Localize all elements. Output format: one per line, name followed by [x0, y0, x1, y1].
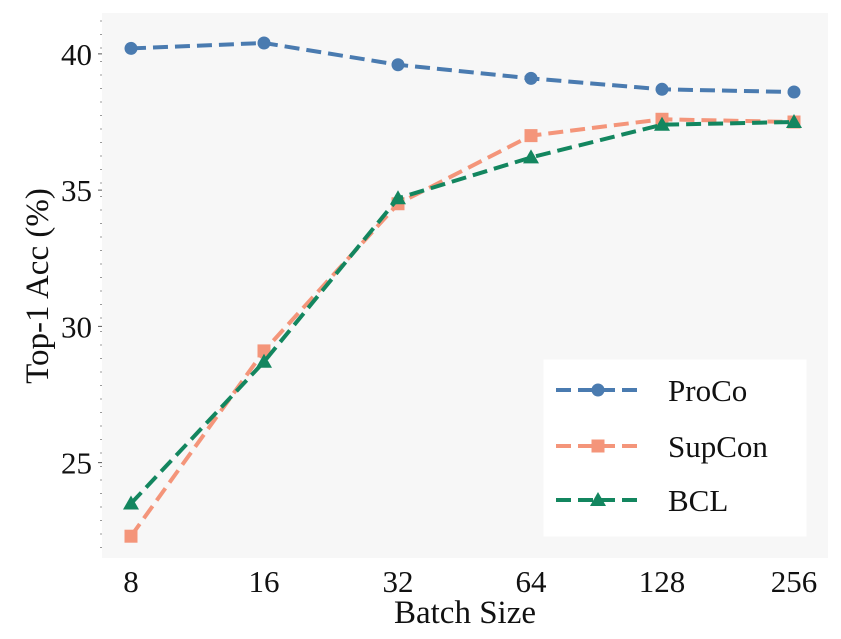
- legend-label: BCL: [668, 483, 728, 518]
- y-tick-label: 30: [61, 309, 92, 344]
- data-point: [787, 85, 801, 99]
- y-tick-label: 25: [61, 446, 92, 481]
- legend-item-proco: ProCo: [556, 373, 747, 408]
- y-axis-label: Top-1 Acc (%): [20, 188, 56, 384]
- data-point: [523, 149, 539, 164]
- series-line: [129, 117, 795, 538]
- data-point: [654, 116, 670, 131]
- series-line: [129, 120, 795, 505]
- legend-item-supcon: SupCon: [556, 429, 768, 464]
- legend-label: ProCo: [668, 373, 747, 408]
- x-tick-label: 32: [383, 564, 414, 599]
- legend-marker: [591, 439, 605, 453]
- x-tick-label: 128: [639, 564, 686, 599]
- data-point: [524, 129, 538, 143]
- legend-marker: [590, 492, 606, 506]
- minor-ticks: [100, 20, 102, 548]
- series-bcl: [123, 114, 802, 510]
- x-axis-ticks: 8 16 32 64 128 256: [123, 564, 817, 599]
- data-point: [256, 353, 272, 368]
- x-axis-label: Batch Size: [394, 595, 536, 631]
- data-point: [124, 529, 138, 543]
- data-point: [124, 41, 138, 55]
- legend: ProCo SupCon BCL: [543, 359, 807, 537]
- data-point: [524, 71, 538, 85]
- y-tick-label: 35: [61, 173, 92, 208]
- data-point: [257, 36, 271, 50]
- data-point: [257, 344, 271, 358]
- x-tick-label: 16: [249, 564, 280, 599]
- x-tick-label: 256: [771, 564, 818, 599]
- series-layer: [123, 36, 802, 543]
- legend-item-bcl: BCL: [556, 483, 728, 518]
- x-tick-label: 8: [123, 564, 139, 599]
- data-point: [391, 58, 405, 72]
- legend-marker: [591, 383, 605, 397]
- y-axis-ticks: 25 30 35 40: [61, 37, 102, 481]
- x-tick-label: 64: [516, 564, 548, 599]
- y-tick-label: 40: [61, 37, 92, 72]
- data-point: [390, 190, 406, 205]
- series-proco: [124, 36, 801, 99]
- legend-label: SupCon: [668, 429, 768, 464]
- data-point: [123, 495, 139, 510]
- data-point: [786, 114, 802, 128]
- data-point: [655, 82, 669, 96]
- series-line: [130, 40, 795, 95]
